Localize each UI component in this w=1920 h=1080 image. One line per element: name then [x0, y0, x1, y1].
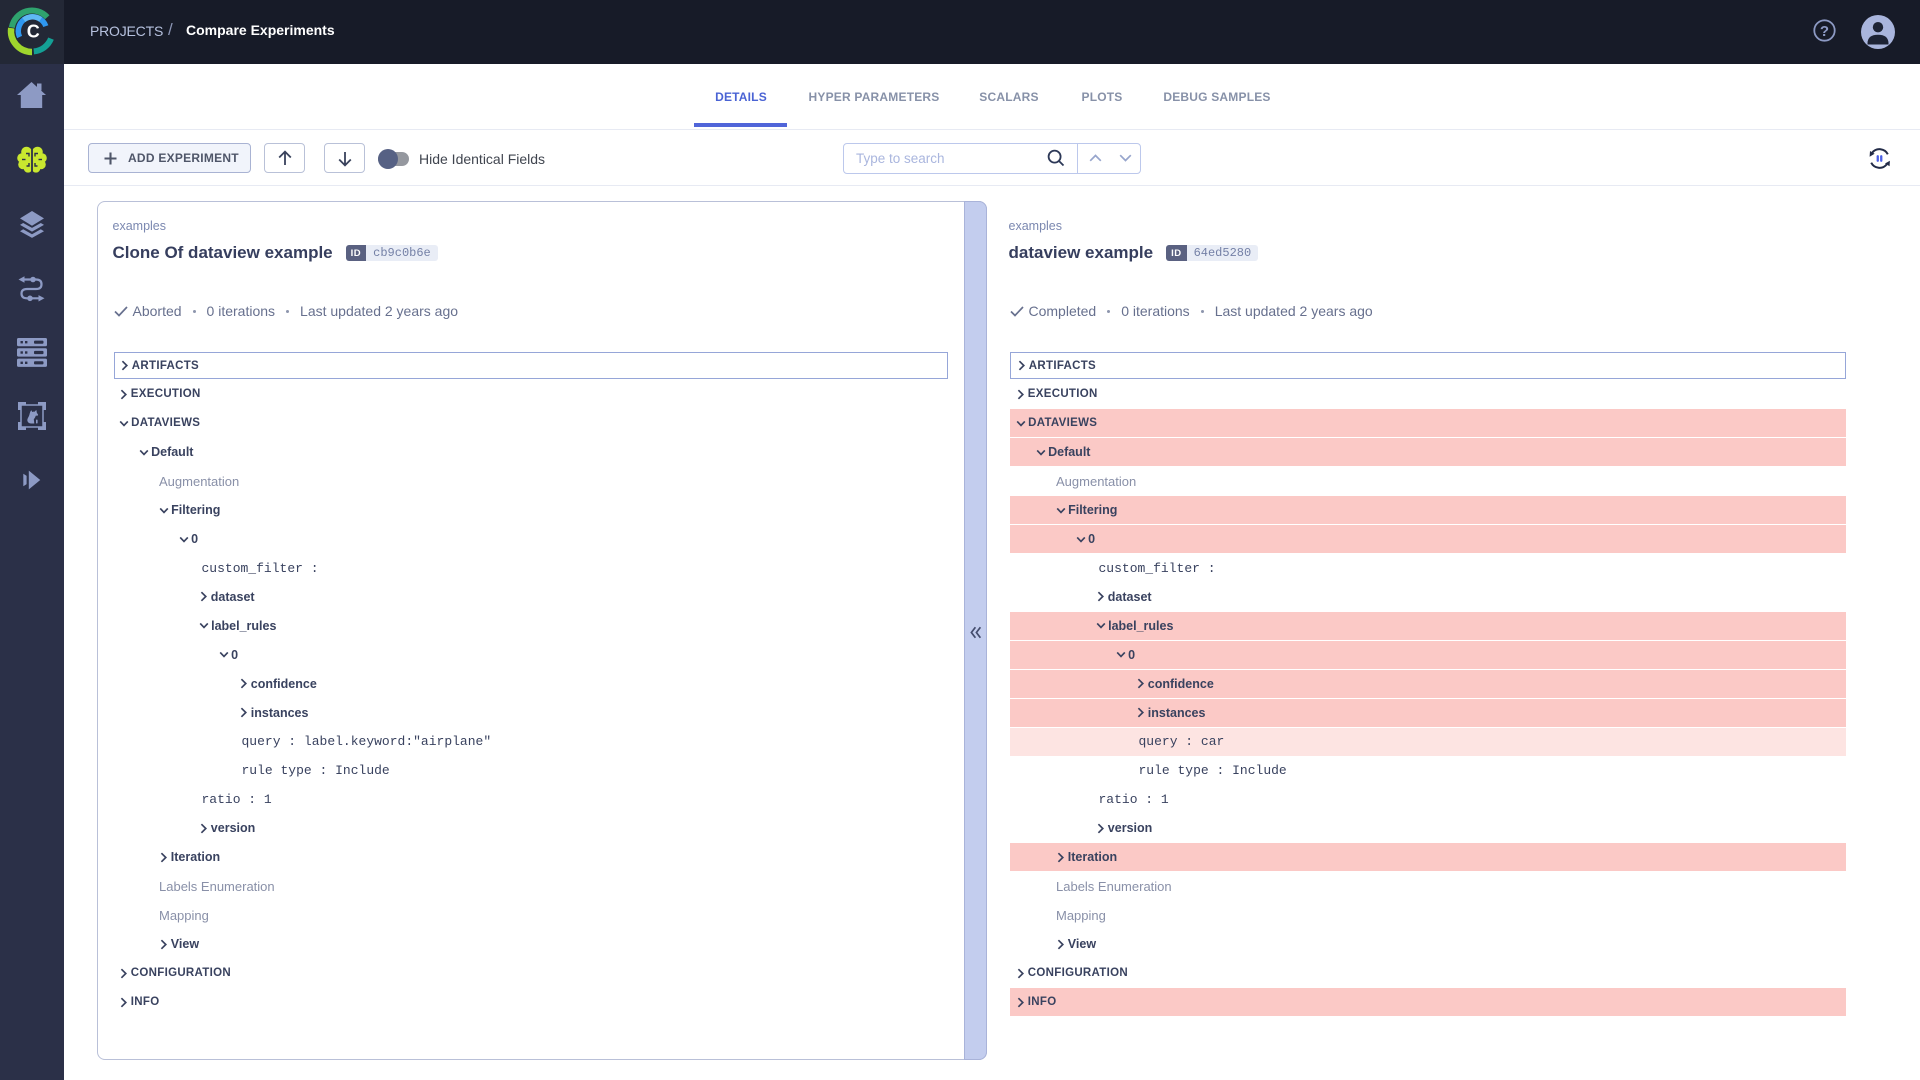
- svg-text:?: ?: [1820, 23, 1829, 40]
- svg-text:C: C: [27, 21, 40, 41]
